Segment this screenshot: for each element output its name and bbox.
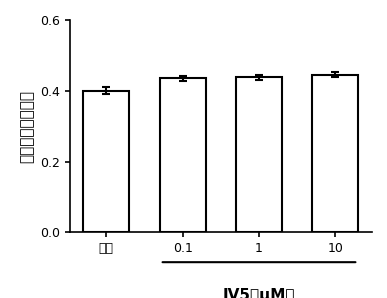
Bar	[84, 91, 129, 232]
Bar	[160, 78, 205, 232]
Text: IV5（μM）: IV5（μM）	[223, 288, 295, 298]
Bar	[236, 77, 282, 232]
Bar	[312, 74, 358, 232]
Y-axis label: 乳酸脱氢酶漏出率: 乳酸脱氢酶漏出率	[19, 90, 34, 163]
